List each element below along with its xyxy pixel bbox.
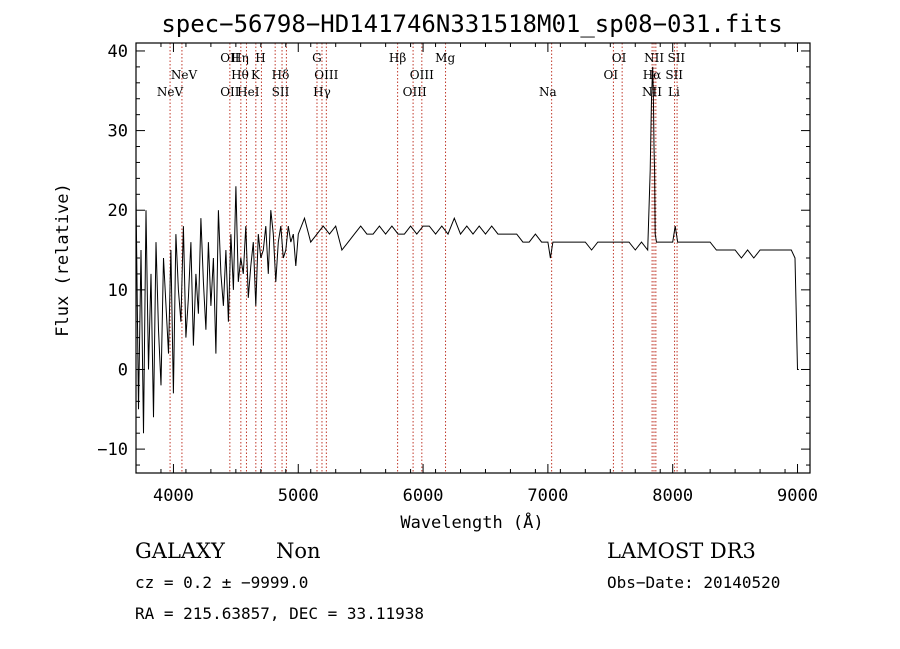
- emission-line-label: Hδ: [272, 68, 290, 82]
- emission-line-label: Hγ: [313, 85, 331, 99]
- x-tick-label: 9000: [777, 486, 818, 506]
- y-tick-label: −10: [97, 440, 128, 460]
- emission-line-label: OII: [220, 51, 240, 65]
- x-axis-label: Wavelength (Å): [400, 511, 543, 533]
- emission-line-label: SII: [272, 85, 290, 99]
- emission-line-label: OII: [220, 85, 240, 99]
- emission-line-label: H: [255, 51, 265, 65]
- redshift-text: cz = 0.2 ± −9999.0: [135, 573, 308, 592]
- emission-line-label: Na: [539, 85, 557, 99]
- plot-area-frame: [135, 42, 811, 474]
- y-axis-label: Flux (relative): [53, 183, 73, 337]
- emission-line-label: OI: [604, 68, 619, 82]
- object-subclass: Non: [276, 539, 321, 563]
- emission-line-label: NeV: [157, 85, 184, 99]
- survey-name: LAMOST DR3: [607, 539, 756, 563]
- emission-line-label: OIII: [403, 85, 427, 99]
- emission-line-label: OIII: [314, 68, 338, 82]
- emission-line-label: OIII: [410, 68, 434, 82]
- emission-line-markers: [169, 43, 678, 473]
- y-tick-label: 40: [108, 42, 128, 62]
- emission-line-label: Hβ: [389, 51, 406, 65]
- emission-line-label: NII: [644, 51, 664, 65]
- y-axis-ticks: −10 0 10 20 30 40: [97, 42, 810, 466]
- emission-line-label: K: [251, 68, 261, 82]
- y-tick-label: 0: [118, 360, 128, 380]
- object-class: GALAXY: [135, 539, 226, 563]
- emission-line-label: HeI: [237, 85, 260, 99]
- emission-line-label: OI: [612, 51, 627, 65]
- x-tick-label: 5000: [278, 486, 319, 506]
- emission-line-label: NeV: [171, 68, 198, 82]
- x-tick-label: 7000: [527, 486, 568, 506]
- coordinates-text: RA = 215.63857, DEC = 33.11938: [135, 604, 424, 623]
- chart-title: spec−56798−HD141746N331518M01_sp08−031.f…: [161, 10, 782, 38]
- emission-line-label: SII: [665, 68, 683, 82]
- emission-line-label: Mg: [435, 51, 455, 65]
- obs-date: Obs−Date: 20140520: [607, 573, 780, 592]
- y-tick-label: 30: [108, 122, 128, 142]
- x-tick-label: 8000: [652, 486, 693, 506]
- emission-line-label: SII: [667, 51, 685, 65]
- y-tick-label: 10: [108, 281, 128, 301]
- spectrum-series-line: [135, 66, 799, 434]
- x-axis-ticks: 4000 5000 6000 7000 8000 9000: [135, 43, 818, 506]
- emission-line-label: G: [312, 51, 322, 65]
- x-tick-label: 4000: [153, 486, 194, 506]
- emission-line-label: Hθ: [231, 68, 249, 82]
- emission-line-label: Li: [668, 85, 680, 99]
- y-tick-label: 20: [108, 201, 128, 221]
- x-tick-label: 6000: [403, 486, 444, 506]
- emission-line-label: Hη: [231, 51, 249, 65]
